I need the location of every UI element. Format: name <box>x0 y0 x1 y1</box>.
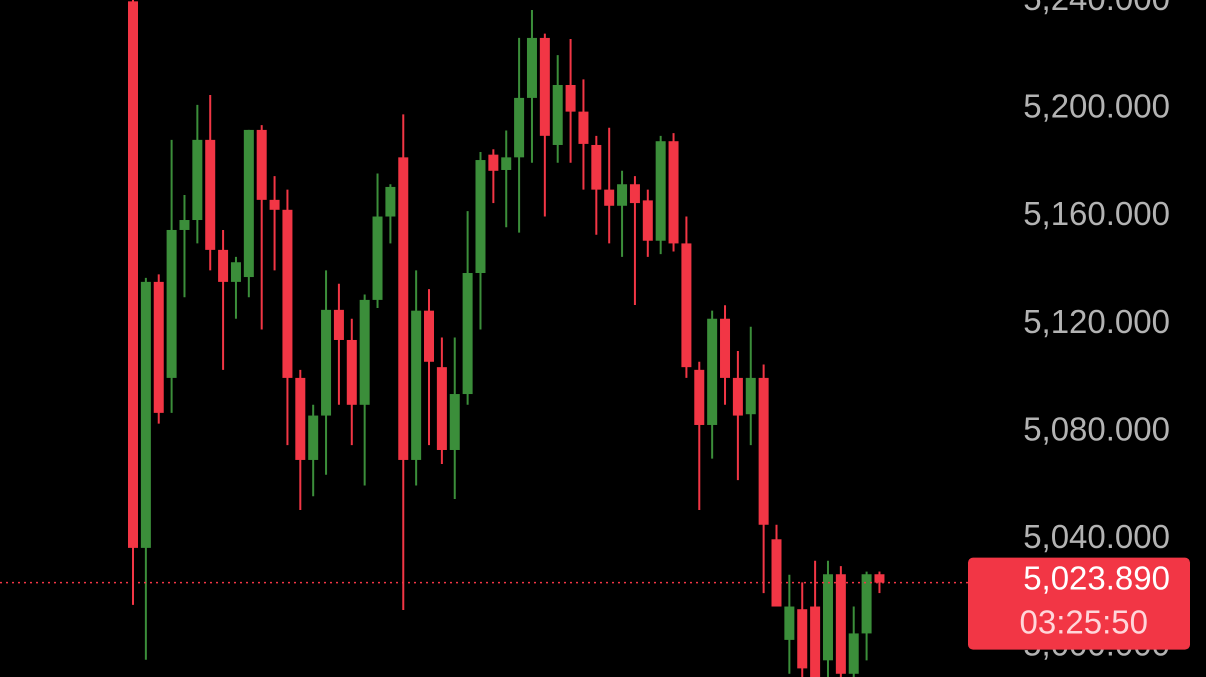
candle-body <box>218 249 229 282</box>
candle-body <box>333 309 344 340</box>
y-tick-label: 5,080.000 <box>1023 410 1170 447</box>
candle-body <box>655 141 666 241</box>
y-tick-label: 5,040.000 <box>1023 518 1170 555</box>
candle-body <box>153 281 164 413</box>
candle-body <box>269 199 280 210</box>
candle-body <box>732 377 743 416</box>
candle-body <box>835 574 846 674</box>
candle-body <box>539 37 550 136</box>
candle-body <box>295 377 306 460</box>
candle-body <box>411 310 422 460</box>
candle-body <box>192 139 203 221</box>
candle-body <box>179 220 190 230</box>
candle-body <box>488 154 499 171</box>
last-price-box <box>968 557 1190 650</box>
candle-body <box>398 157 409 460</box>
y-tick-label: 5,160.000 <box>1023 195 1170 232</box>
candle-body <box>321 309 332 416</box>
candle-body <box>745 377 756 415</box>
price-axis: 5,240.000 5,200.000 5,160.000 5,120.000 5,08… <box>1023 0 1170 663</box>
candle-body <box>707 318 718 425</box>
candle-body <box>797 609 808 669</box>
plot-area <box>128 0 885 677</box>
candle-body <box>385 186 396 217</box>
candle-body <box>346 339 357 405</box>
candle-body <box>526 37 537 98</box>
candle-body <box>694 369 705 425</box>
candle-body <box>642 200 653 241</box>
y-tick-label: 5,200.000 <box>1023 88 1170 125</box>
candle-body <box>861 574 872 634</box>
candle-body <box>668 141 679 244</box>
candle-body <box>501 157 512 170</box>
candle-body <box>128 1 138 548</box>
candle-body <box>617 184 628 206</box>
candle-body <box>552 84 563 145</box>
candle-body <box>874 574 885 583</box>
candle-body <box>436 367 447 450</box>
candle-body <box>372 216 383 300</box>
candle-body <box>822 574 833 661</box>
candle-body <box>256 129 267 200</box>
candle-body <box>591 144 602 190</box>
candle-body <box>243 129 254 278</box>
candle-body <box>449 394 460 450</box>
candle-body <box>771 539 782 607</box>
candle-body <box>720 318 731 378</box>
countdown: 03:25:50 <box>1020 603 1148 640</box>
candle-body <box>810 606 821 677</box>
candle-body <box>578 111 589 144</box>
last-price-label: 5,023.890 <box>1023 559 1170 596</box>
candle-body <box>758 377 769 525</box>
candle-body <box>514 97 525 158</box>
candle-body <box>604 189 615 206</box>
candle-body <box>282 209 293 378</box>
candle-body <box>462 273 473 395</box>
candle-body <box>565 84 576 112</box>
y-tick-label: 5,120.000 <box>1023 303 1170 340</box>
candle-body <box>848 633 859 674</box>
price-overlay: 5,023.890 03:25:50 <box>0 557 1190 650</box>
candle-body <box>359 299 370 405</box>
candle-body <box>681 243 692 368</box>
candle-body <box>205 139 216 250</box>
y-tick-label: 5,240.000 <box>1023 0 1170 17</box>
candle-body <box>424 310 435 362</box>
candle-body <box>308 415 319 460</box>
candle-body <box>166 229 177 378</box>
candle-body <box>475 160 486 274</box>
candle-body <box>629 184 640 204</box>
candle-body <box>784 606 795 640</box>
candle-body <box>140 281 151 548</box>
candle-body <box>230 262 241 282</box>
